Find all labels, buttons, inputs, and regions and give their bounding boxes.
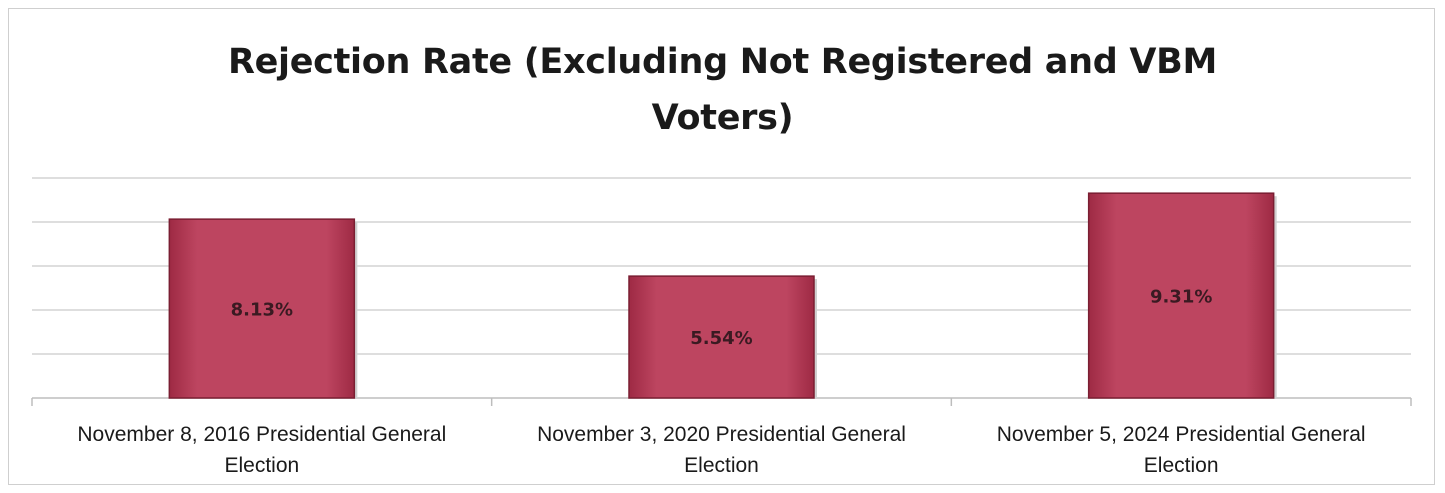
bar [1087, 192, 1275, 399]
bar [628, 275, 815, 399]
bar-value-label: 8.13% [231, 300, 293, 321]
category-label: Election [224, 454, 299, 477]
x-axis [31, 397, 1412, 406]
bar-value-label: 9.31% [1150, 287, 1212, 308]
category-label: November 5, 2024 Presidential General [997, 423, 1366, 446]
category-label: November 8, 2016 Presidential General [77, 423, 446, 446]
bar-value-label: 5.54% [690, 328, 752, 349]
labels: November 8, 2016 Presidential General Ele… [77, 423, 1365, 477]
category-label: November 3, 2020 Presidential General [537, 423, 906, 446]
bar [168, 218, 356, 399]
bars: 8.13% 5.54% 9.31% [168, 192, 1277, 399]
category-label: Election [684, 454, 759, 477]
chart-title: Rejection Rate (Excluding Not Registered… [227, 42, 1218, 138]
category-label: Election [1144, 454, 1219, 477]
